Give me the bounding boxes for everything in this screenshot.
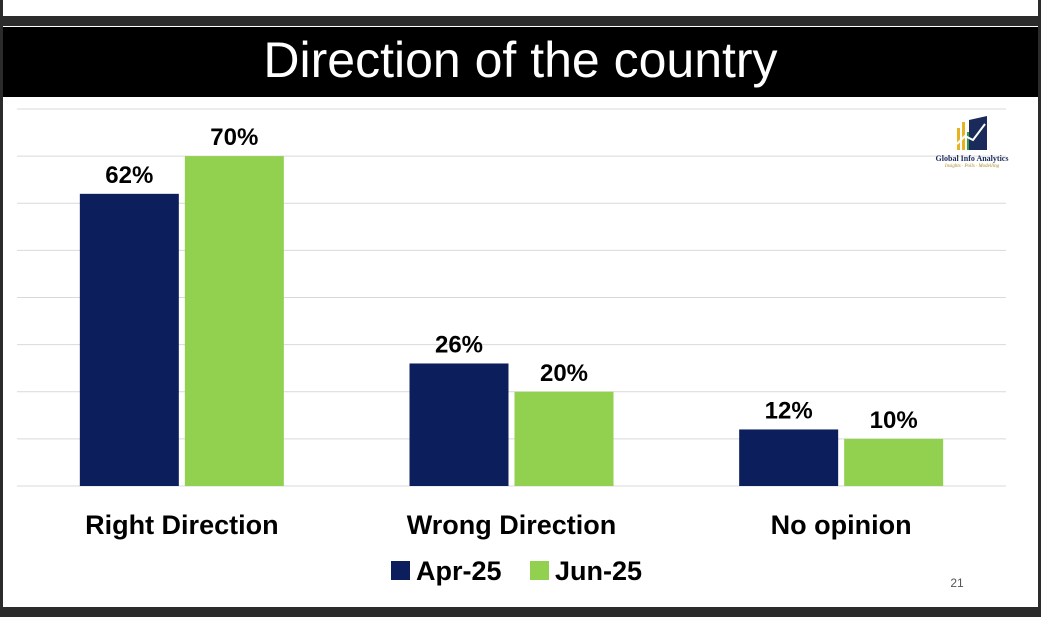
gridlines (17, 108, 1006, 487)
category-label: Wrong Direction (407, 510, 617, 540)
chart-title: Direction of the country (263, 32, 778, 88)
data-labels: 62% 70% 26% 20% 12% 10% (105, 124, 917, 434)
bar (79, 193, 179, 486)
data-label: 26% (435, 331, 483, 358)
slide: Direction of the country 62% 70% 26% 20% 12%… (3, 0, 1038, 617)
top-strip (3, 0, 1038, 16)
data-label: 10% (870, 407, 918, 434)
logo-name: Global Info Analytics (935, 154, 1009, 163)
bars (79, 156, 944, 486)
bar (844, 438, 944, 486)
title-bar: Direction of the country (3, 27, 1038, 97)
page-number: 21 (950, 576, 964, 590)
legend-swatch (530, 561, 549, 580)
legend-swatch (391, 561, 410, 580)
data-label: 62% (105, 162, 153, 189)
company-logo: Global Info Analytics Insights · Polls ·… (929, 114, 1015, 174)
logo-tagline: Insights · Polls · Modelling (944, 164, 1000, 169)
category-label: Right Direction (85, 510, 279, 540)
bar-chart-logo-icon (956, 116, 987, 150)
category-labels: Right Direction Wrong Direction No opinion (85, 510, 912, 540)
bar (514, 391, 614, 486)
legend-label: Jun-25 (555, 556, 642, 586)
bottom-bar (3, 607, 1038, 617)
legend-label: Apr-25 (416, 556, 502, 586)
data-label: 12% (765, 397, 813, 424)
bar (409, 363, 509, 486)
bar (184, 156, 284, 486)
category-label: No opinion (771, 510, 912, 540)
data-label: 70% (210, 124, 258, 151)
bar (739, 429, 839, 486)
strip-gap (3, 16, 1038, 26)
bar-chart: 62% 70% 26% 20% 12% 10% Right Direction Wrong … (17, 108, 1006, 590)
legend: Apr-25 Jun-25 (391, 556, 642, 586)
data-label: 20% (540, 360, 588, 387)
